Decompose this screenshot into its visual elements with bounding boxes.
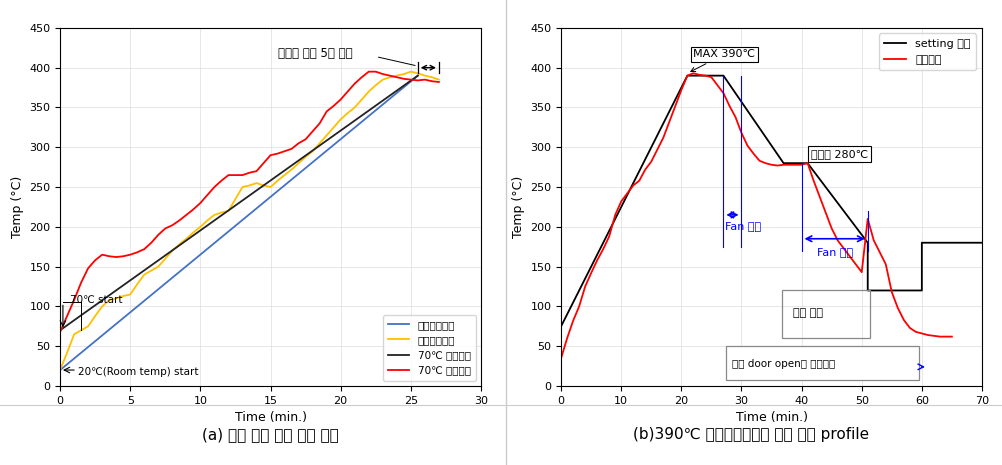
70℃ 시작측정 [124, 252, 136, 258]
setting 온도 [778, 160, 790, 166]
Text: 기기 정지: 기기 정지 [793, 308, 823, 318]
상온시작측정 [124, 292, 136, 297]
측정온도 [651, 147, 663, 153]
setting 온도 [555, 324, 567, 329]
setting 온도 [976, 240, 988, 246]
70℃ 시작측정 [96, 252, 108, 258]
측정온도 [687, 71, 699, 76]
상온시작측정 [391, 73, 403, 79]
Text: (a) 초기 시작 온도 상승 결과: (a) 초기 시작 온도 상승 결과 [202, 427, 339, 442]
Y-axis label: Temp (°C): Temp (°C) [512, 176, 525, 238]
70℃ 시작측정 [54, 329, 66, 335]
70℃ 시작측정 [194, 200, 206, 206]
Text: 20℃(Room temp) start: 20℃(Room temp) start [78, 367, 198, 378]
측정온도 [922, 332, 934, 338]
측정온도 [555, 355, 567, 361]
Bar [783, 291, 870, 338]
측정온도 [675, 87, 687, 93]
Legend: 상온시작온도, 상온시작측정, 70℃ 시작온도, 70℃ 시작측정: 상온시작온도, 상온시작측정, 70℃ 시작온도, 70℃ 시작측정 [383, 315, 476, 381]
70℃ 시작측정 [398, 76, 410, 82]
setting 온도 [916, 288, 928, 293]
Line: setting 온도: setting 온도 [561, 76, 982, 326]
Text: 싸이클 타임 5분 절감: 싸이클 타임 5분 절감 [278, 46, 352, 60]
setting 온도 [802, 160, 814, 166]
상온시작측정 [96, 304, 108, 309]
setting 온도 [862, 288, 874, 293]
상온시작측정 [405, 69, 417, 74]
setting 온도 [862, 240, 874, 246]
Bar [726, 346, 919, 379]
상온시작측정 [145, 268, 157, 273]
상온시작측정 [426, 74, 438, 80]
상온시작측정 [54, 367, 66, 373]
X-axis label: Time (min.): Time (min.) [234, 411, 307, 424]
측정온도 [585, 270, 597, 276]
상온시작측정 [433, 77, 445, 82]
Legend: setting 온도, 측정온도: setting 온도, 측정온도 [879, 33, 976, 70]
70℃ 시작측정 [433, 79, 445, 85]
Text: Fan 작동: Fan 작동 [817, 246, 853, 257]
측정온도 [729, 114, 741, 120]
Text: 70℃ start: 70℃ start [70, 295, 122, 305]
70℃ 시작측정 [145, 240, 157, 246]
Line: 70℃ 시작측정: 70℃ 시작측정 [60, 72, 439, 332]
Text: Fan 작동: Fan 작동 [725, 221, 762, 231]
setting 온도 [916, 240, 928, 246]
setting 온도 [681, 73, 693, 79]
측정온도 [946, 334, 958, 339]
Text: 기기 door open후 공냉시간: 기기 door open후 공냉시간 [732, 359, 836, 369]
X-axis label: Time (min.): Time (min.) [735, 411, 808, 424]
Text: (b)390℃ 마이크로웨이브 성형 공정 profile: (b)390℃ 마이크로웨이브 성형 공정 profile [633, 427, 870, 442]
Y-axis label: Temp (°C): Temp (°C) [11, 176, 24, 238]
Line: 측정온도: 측정온도 [561, 73, 952, 358]
Line: 상온시작측정: 상온시작측정 [60, 72, 439, 370]
70℃ 시작측정 [363, 69, 375, 74]
70℃ 시작측정 [426, 79, 438, 84]
측정온도 [868, 238, 880, 243]
setting 온도 [717, 73, 729, 79]
Text: MAX 390℃: MAX 390℃ [690, 49, 756, 72]
Text: 재결정 280℃: 재결정 280℃ [811, 149, 868, 159]
상온시작측정 [194, 224, 206, 230]
